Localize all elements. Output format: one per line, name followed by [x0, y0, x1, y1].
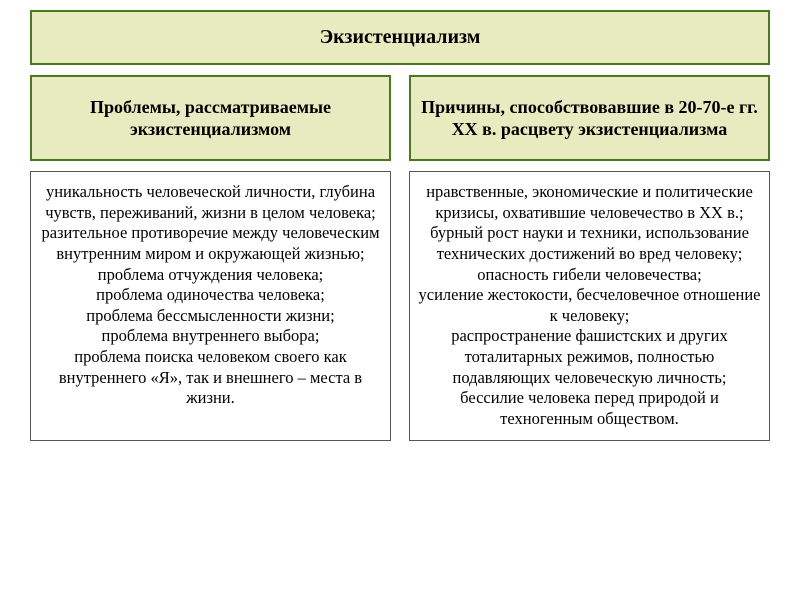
right-heading: Причины, способствовавшие в 20-70-е гг. …	[419, 96, 760, 141]
list-item: усиление жестокости, бесчеловечное отнош…	[418, 285, 761, 326]
list-item: уникальность человеческой личности, глуб…	[39, 182, 382, 223]
title-box: Экзистенциализм	[30, 10, 770, 65]
columns-container: Проблемы, рассматриваемые экзистенциализ…	[30, 75, 770, 441]
list-item: бурный рост науки и техники, использован…	[418, 223, 761, 264]
list-item: проблема отчуждения человека;	[39, 265, 382, 286]
list-item: проблема бессмысленности жизни;	[39, 306, 382, 327]
left-heading-box: Проблемы, рассматриваемые экзистенциализ…	[30, 75, 391, 161]
page-title: Экзистенциализм	[42, 26, 758, 49]
list-item: проблема внутреннего выбора;	[39, 326, 382, 347]
list-item: проблема одиночества человека;	[39, 285, 382, 306]
left-content-box: уникальность человеческой личности, глуб…	[30, 171, 391, 441]
right-content-box: нравственные, экономические и политическ…	[409, 171, 770, 441]
right-column: Причины, способствовавшие в 20-70-е гг. …	[409, 75, 770, 441]
list-item: бессилие человека перед природой и техно…	[418, 388, 761, 429]
list-item: нравственные, экономические и политическ…	[418, 182, 761, 223]
list-item: опасность гибели человечества;	[418, 265, 761, 286]
left-heading: Проблемы, рассматриваемые экзистенциализ…	[40, 96, 381, 141]
list-item: разительное противоречие между человечес…	[39, 223, 382, 264]
left-column: Проблемы, рассматриваемые экзистенциализ…	[30, 75, 391, 441]
right-heading-box: Причины, способствовавшие в 20-70-е гг. …	[409, 75, 770, 161]
list-item: распространение фашистских и других тота…	[418, 326, 761, 388]
list-item: проблема поиска человеком своего как вну…	[39, 347, 382, 409]
